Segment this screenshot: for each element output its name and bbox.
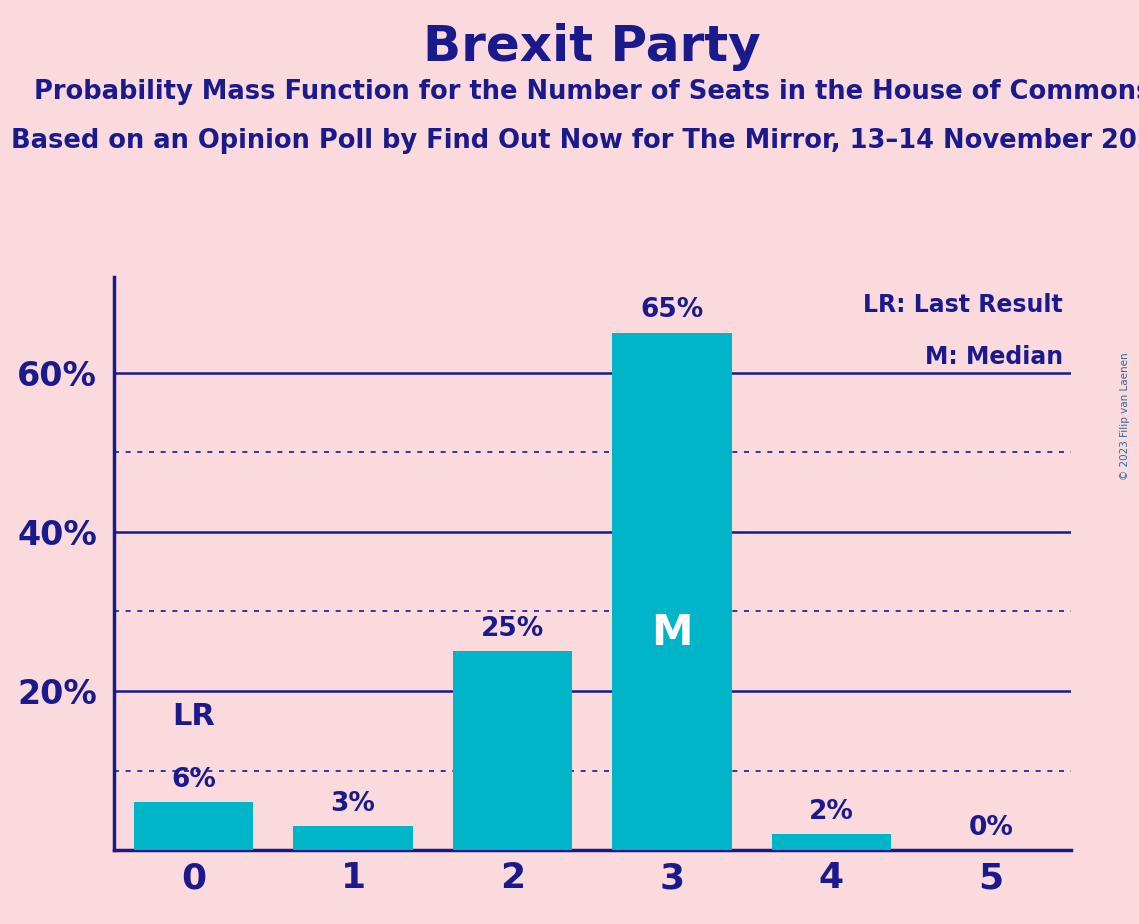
Bar bbox=[771, 834, 891, 850]
Text: LR: LR bbox=[172, 701, 215, 731]
Text: Brexit Party: Brexit Party bbox=[424, 23, 761, 71]
Bar bbox=[452, 651, 572, 850]
Text: LR: Last Result: LR: Last Result bbox=[863, 293, 1063, 317]
Text: 6%: 6% bbox=[171, 767, 216, 793]
Text: M: Median: M: Median bbox=[925, 345, 1063, 369]
Text: 3%: 3% bbox=[330, 791, 376, 817]
Bar bbox=[612, 333, 731, 850]
Text: 25%: 25% bbox=[481, 615, 544, 641]
Text: 65%: 65% bbox=[640, 298, 704, 323]
Bar bbox=[134, 802, 253, 850]
Text: Based on an Opinion Poll by Find Out Now for The Mirror, 13–14 November 2023: Based on an Opinion Poll by Find Out Now… bbox=[11, 128, 1139, 153]
Text: Probability Mass Function for the Number of Seats in the House of Commons: Probability Mass Function for the Number… bbox=[33, 79, 1139, 104]
Text: 0%: 0% bbox=[968, 815, 1014, 841]
Text: M: M bbox=[652, 612, 693, 654]
Text: 2%: 2% bbox=[809, 798, 854, 824]
Text: © 2023 Filip van Laenen: © 2023 Filip van Laenen bbox=[1121, 352, 1130, 480]
Bar bbox=[294, 826, 412, 850]
